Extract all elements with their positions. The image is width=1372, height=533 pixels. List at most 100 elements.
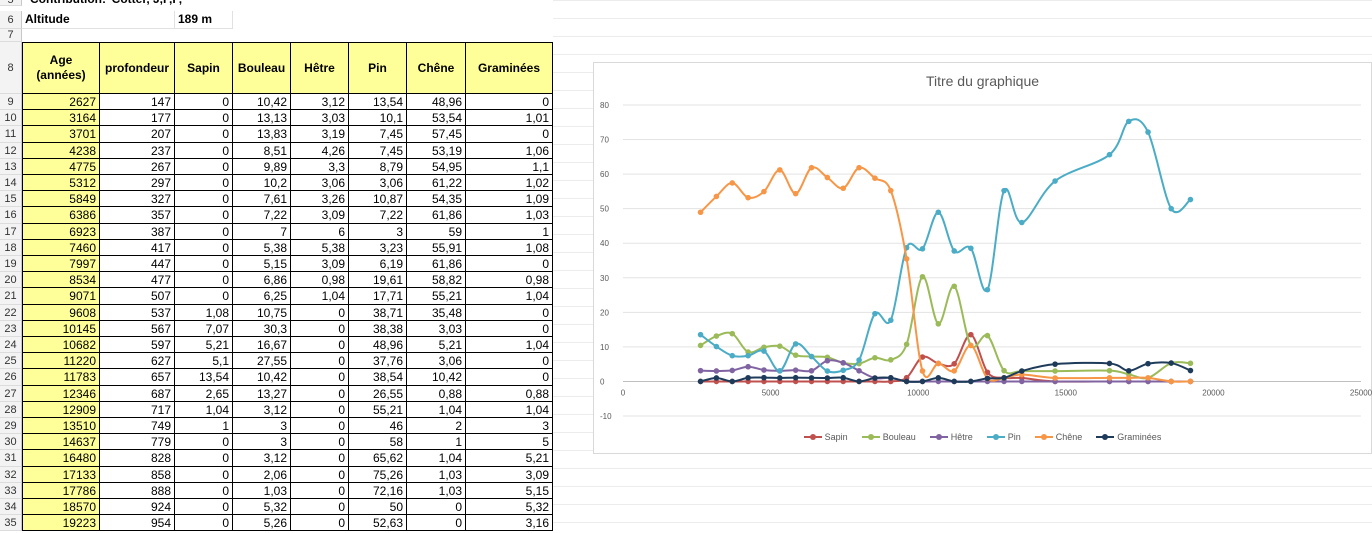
contribution-cell[interactable]: Contribution:"Cotter, J,F,P," <box>22 0 322 6</box>
data-cell[interactable]: 50 <box>349 499 407 516</box>
row-number[interactable]: 34 <box>0 499 22 516</box>
data-cell[interactable]: 61,86 <box>407 256 466 273</box>
data-cell[interactable]: 38,54 <box>349 369 407 386</box>
data-cell[interactable]: 749 <box>100 418 175 435</box>
data-cell[interactable]: 13,54 <box>175 369 233 386</box>
data-cell[interactable]: 8,79 <box>349 158 407 175</box>
data-cell[interactable]: 55,21 <box>349 401 407 418</box>
row-number[interactable]: 20 <box>0 272 22 289</box>
data-cell[interactable]: 0 <box>407 515 466 532</box>
legend-item[interactable]: Hêtre <box>929 432 973 442</box>
data-cell[interactable]: 3,06 <box>349 175 407 192</box>
data-cell[interactable]: 828 <box>100 450 175 467</box>
data-cell[interactable]: 1,1 <box>466 158 553 175</box>
data-cell[interactable]: 507 <box>100 288 175 305</box>
data-cell[interactable]: 888 <box>100 482 175 499</box>
data-cell[interactable]: 1,04 <box>407 450 466 467</box>
data-cell[interactable]: 7 <box>233 223 291 240</box>
data-cell[interactable]: 3,06 <box>407 353 466 370</box>
legend-item[interactable]: Graminées <box>1096 432 1161 442</box>
data-cell[interactable]: 3,03 <box>291 110 349 127</box>
data-cell[interactable]: 3 <box>233 434 291 451</box>
data-cell[interactable]: 147 <box>100 94 175 111</box>
data-cell[interactable]: 10,42 <box>233 94 291 111</box>
data-cell[interactable]: 5,26 <box>233 515 291 532</box>
age-cell[interactable]: 7997 <box>22 256 100 273</box>
data-cell[interactable]: 0 <box>175 158 233 175</box>
data-cell[interactable]: 13,13 <box>233 110 291 127</box>
row-number[interactable]: 26 <box>0 369 22 386</box>
data-cell[interactable]: 55,21 <box>407 288 466 305</box>
data-cell[interactable]: 38,38 <box>349 320 407 337</box>
data-cell[interactable]: 0 <box>175 142 233 159</box>
data-cell[interactable]: 1 <box>407 434 466 451</box>
age-cell[interactable]: 3701 <box>22 126 100 143</box>
data-cell[interactable]: 3,19 <box>291 126 349 143</box>
data-cell[interactable]: 0,88 <box>407 385 466 402</box>
row-number[interactable]: 31 <box>0 450 22 467</box>
data-cell[interactable]: 5,32 <box>233 499 291 516</box>
data-cell[interactable]: 75,26 <box>349 466 407 483</box>
data-cell[interactable]: 858 <box>100 466 175 483</box>
data-cell[interactable]: 0 <box>466 304 553 321</box>
data-cell[interactable]: 0 <box>466 320 553 337</box>
data-cell[interactable]: 0 <box>175 207 233 224</box>
data-cell[interactable]: 26,55 <box>349 385 407 402</box>
data-cell[interactable]: 0 <box>175 239 233 256</box>
data-cell[interactable]: 0 <box>466 353 553 370</box>
data-cell[interactable]: 48,96 <box>407 94 466 111</box>
data-cell[interactable]: 0 <box>291 320 349 337</box>
data-cell[interactable]: 0 <box>175 466 233 483</box>
data-cell[interactable]: 3,09 <box>466 466 553 483</box>
row-number[interactable]: 28 <box>0 401 22 418</box>
data-cell[interactable]: 59 <box>407 223 466 240</box>
data-cell[interactable]: 7,45 <box>349 142 407 159</box>
data-cell[interactable]: 5,38 <box>291 239 349 256</box>
data-cell[interactable]: 16,67 <box>233 337 291 354</box>
data-cell[interactable]: 0,98 <box>466 272 553 289</box>
data-cell[interactable]: 1 <box>175 418 233 435</box>
data-cell[interactable]: 0 <box>175 288 233 305</box>
data-cell[interactable]: 6,19 <box>349 256 407 273</box>
data-cell[interactable]: 3,3 <box>291 158 349 175</box>
row-number[interactable]: 21 <box>0 288 22 305</box>
data-cell[interactable]: 10,1 <box>349 110 407 127</box>
legend-item[interactable]: Pin <box>986 432 1021 442</box>
data-cell[interactable]: 1,04 <box>175 401 233 418</box>
data-cell[interactable]: 2,06 <box>233 466 291 483</box>
data-cell[interactable]: 0 <box>175 256 233 273</box>
data-cell[interactable]: 58,82 <box>407 272 466 289</box>
legend-item[interactable]: Chêne <box>1034 432 1082 442</box>
age-cell[interactable]: 10682 <box>22 337 100 354</box>
data-cell[interactable]: 0 <box>175 175 233 192</box>
age-cell[interactable]: 2627 <box>22 94 100 111</box>
data-cell[interactable]: 0 <box>175 434 233 451</box>
column-header[interactable]: Chêne <box>407 42 466 94</box>
data-cell[interactable]: 65,62 <box>349 450 407 467</box>
data-cell[interactable]: 567 <box>100 320 175 337</box>
data-cell[interactable]: 1,06 <box>466 142 553 159</box>
data-cell[interactable]: 5,21 <box>466 450 553 467</box>
data-cell[interactable]: 0 <box>291 482 349 499</box>
data-cell[interactable]: 10,87 <box>349 191 407 208</box>
data-cell[interactable]: 30,3 <box>233 320 291 337</box>
data-cell[interactable]: 357 <box>100 207 175 224</box>
data-cell[interactable]: 1,04 <box>466 288 553 305</box>
row-number[interactable]: 35 <box>0 515 22 532</box>
data-cell[interactable]: 3,16 <box>466 515 553 532</box>
age-cell[interactable]: 10145 <box>22 320 100 337</box>
data-cell[interactable]: 3,23 <box>349 239 407 256</box>
data-cell[interactable]: 1,03 <box>466 207 553 224</box>
data-cell[interactable]: 0 <box>291 353 349 370</box>
data-cell[interactable]: 537 <box>100 304 175 321</box>
altitude-label-cell[interactable]: Altitude <box>22 11 175 29</box>
data-cell[interactable]: 3 <box>466 418 553 435</box>
data-cell[interactable]: 1,08 <box>466 239 553 256</box>
data-cell[interactable]: 1,03 <box>233 482 291 499</box>
row-number[interactable]: 23 <box>0 320 22 337</box>
data-cell[interactable]: 0 <box>175 515 233 532</box>
data-cell[interactable]: 7,22 <box>349 207 407 224</box>
data-cell[interactable]: 0 <box>175 272 233 289</box>
data-cell[interactable]: 657 <box>100 369 175 386</box>
row-number[interactable]: 19 <box>0 256 22 273</box>
